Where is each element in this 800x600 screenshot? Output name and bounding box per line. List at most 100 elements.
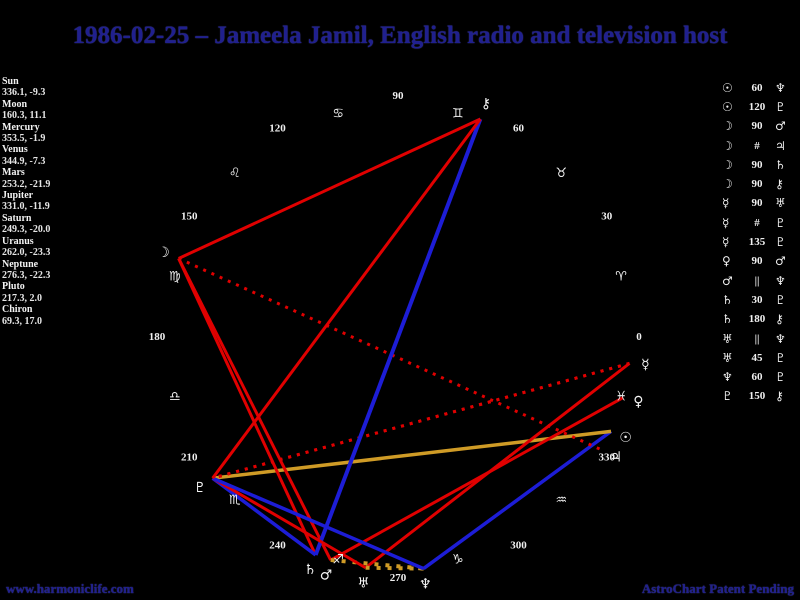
aspect-line-moon-chiron <box>178 117 481 260</box>
site-link[interactable]: www.harmoniclife.com <box>6 581 134 596</box>
degree-label-30: 30 <box>601 211 613 223</box>
sign-glyph-taurus: ♉ <box>556 166 568 181</box>
aspect-angle: # <box>754 216 760 229</box>
aspect-line-mars-neptune <box>330 558 424 571</box>
degree-label-0: 0 <box>636 331 642 343</box>
planet-name-chiron: Chiron <box>2 304 33 316</box>
planet-name-jupiter: Jupiter <box>2 190 34 202</box>
planet-value-mars: 253.2, -21.9 <box>2 178 51 190</box>
aspect-angle: 90 <box>751 158 763 171</box>
sign-glyph-virgo: ♍ <box>169 270 181 285</box>
planet-glyph-mercury: ☿ <box>641 357 650 373</box>
planet-value-jupiter: 331.0, -11.9 <box>2 201 50 213</box>
chiron-icon: ⚷ <box>775 389 784 404</box>
planet-name-sun: Sun <box>2 76 19 87</box>
aspect-row-sun-pluto: ☉ 120 ♇ <box>722 97 798 116</box>
aspect-angle: 150 <box>748 390 766 403</box>
mercury-icon: ☿ <box>722 235 730 250</box>
planet-name-saturn: Saturn <box>2 212 32 224</box>
sign-glyph-scorpio: ♏ <box>229 493 241 508</box>
saturn-icon: ♄ <box>722 292 733 307</box>
degree-label-90: 90 <box>393 90 405 102</box>
chiron-icon: ⚷ <box>775 312 784 327</box>
patent-note: AstroChart Patent Pending <box>641 581 794 596</box>
aspect-angle: 90 <box>751 255 763 268</box>
aspect-line-neptune-pluto <box>211 476 425 571</box>
pluto-icon: ♇ <box>722 389 733 404</box>
planet-glyph-neptune: ♆ <box>419 576 432 592</box>
saturn-icon: ♄ <box>775 157 786 172</box>
aspect-row-uranus-pluto: ♅ 45 ♇ <box>722 348 798 367</box>
neptune-icon: ♆ <box>775 331 786 346</box>
aspect-line-saturn-chiron <box>313 118 483 556</box>
aspect-line-sun-neptune <box>422 429 613 571</box>
aspect-row-moon-chiron: ☽ 90 ⚷ <box>722 174 798 193</box>
sun-icon: ☉ <box>722 99 733 114</box>
aspect-line-saturn-pluto <box>211 476 317 557</box>
aspect-line-mercury-uranus <box>364 362 631 569</box>
aspect-row-mercury-pluto: ☿ 135 ♇ <box>722 232 798 251</box>
sign-glyph-aquarius: ♒ <box>556 493 568 508</box>
aspect-line-sun-pluto <box>212 429 612 480</box>
aspect-row-moon-jupiter: ☽ # ♃ <box>722 136 798 155</box>
degree-label-240: 240 <box>269 540 286 552</box>
pluto-icon: ♇ <box>775 370 786 385</box>
aspect-angle: 120 <box>748 100 766 113</box>
planet-glyph-pluto: ♇ <box>194 480 207 496</box>
uranus-icon: ♅ <box>722 331 733 346</box>
planet-name-uranus: Uranus <box>2 235 34 247</box>
degree-label-330: 330 <box>598 452 615 464</box>
aspect-angle: 30 <box>751 293 763 306</box>
sign-glyph-cancer: ♋ <box>332 106 344 121</box>
degree-label-180: 180 <box>149 331 166 343</box>
planet-name-neptune: Neptune <box>2 258 39 270</box>
degree-label-60: 60 <box>513 122 525 134</box>
sign-glyph-aries: ♈ <box>615 270 627 285</box>
jupiter-icon: ♃ <box>775 138 786 153</box>
planet-glyph-moon: ☽ <box>157 245 170 261</box>
planet-position-list: Sun 336.1, -9.3 Moon 160.3, 11.1 Mercury 353.… <box>2 76 112 327</box>
planet-value-saturn: 249.3, -20.0 <box>2 224 51 236</box>
aspect-line-pluto-chiron <box>211 118 482 480</box>
moon-icon: ☽ <box>722 157 733 172</box>
aspect-line-mercury-pluto <box>212 361 630 480</box>
sign-glyph-pisces: ♓ <box>615 389 627 404</box>
degree-label-270: 270 <box>390 572 407 584</box>
venus-icon: ♀ <box>722 254 731 269</box>
aspect-angle: || <box>754 332 760 345</box>
aspect-row-mercury-uranus: ☿ 90 ♅ <box>722 194 798 213</box>
saturn-icon: ♄ <box>722 312 733 327</box>
pluto-icon: ♇ <box>775 292 786 307</box>
planet-value-pluto: 217.3, 2.0 <box>2 292 42 304</box>
mercury-icon: ☿ <box>722 215 730 230</box>
aspect-row-mars-neptune: ♂ || ♆ <box>722 271 798 290</box>
aspect-angle: 135 <box>748 236 766 249</box>
sign-glyph-gemini: ♊ <box>452 106 464 121</box>
neptune-icon: ♆ <box>775 273 786 288</box>
aspect-row-moon-mars: ☽ 90 ♂ <box>722 117 798 136</box>
uranus-icon: ♅ <box>775 196 786 211</box>
planet-name-moon: Moon <box>2 98 27 110</box>
mars-icon: ♂ <box>775 119 786 134</box>
aspect-line-uranus-pluto <box>211 476 367 570</box>
aspect-row-mercury-pluto: ☿ # ♇ <box>722 213 798 232</box>
sun-icon: ☉ <box>722 80 733 95</box>
planet-value-uranus: 262.0, -23.3 <box>2 247 51 259</box>
planet-glyph-mars: ♂ <box>320 567 333 583</box>
uranus-icon: ♅ <box>722 350 733 365</box>
degree-label-210: 210 <box>181 452 198 464</box>
aspect-line-venus-mars <box>329 396 624 562</box>
planet-glyph-venus: ♀ <box>633 394 643 410</box>
neptune-icon: ♆ <box>775 80 786 95</box>
neptune-icon: ♆ <box>722 370 733 385</box>
planet-value-neptune: 276.3, -22.3 <box>2 269 51 281</box>
degree-label-120: 120 <box>269 122 286 134</box>
aspect-angle: 90 <box>751 178 763 191</box>
aspect-angle: 60 <box>751 371 763 384</box>
planet-glyph-sun: ☉ <box>619 430 632 446</box>
planet-name-mars: Mars <box>2 167 25 179</box>
planet-value-venus: 344.9, -7.3 <box>2 155 46 167</box>
sign-glyph-libra: ♎ <box>169 389 181 404</box>
aspect-row-moon-saturn: ☽ 90 ♄ <box>722 155 798 174</box>
